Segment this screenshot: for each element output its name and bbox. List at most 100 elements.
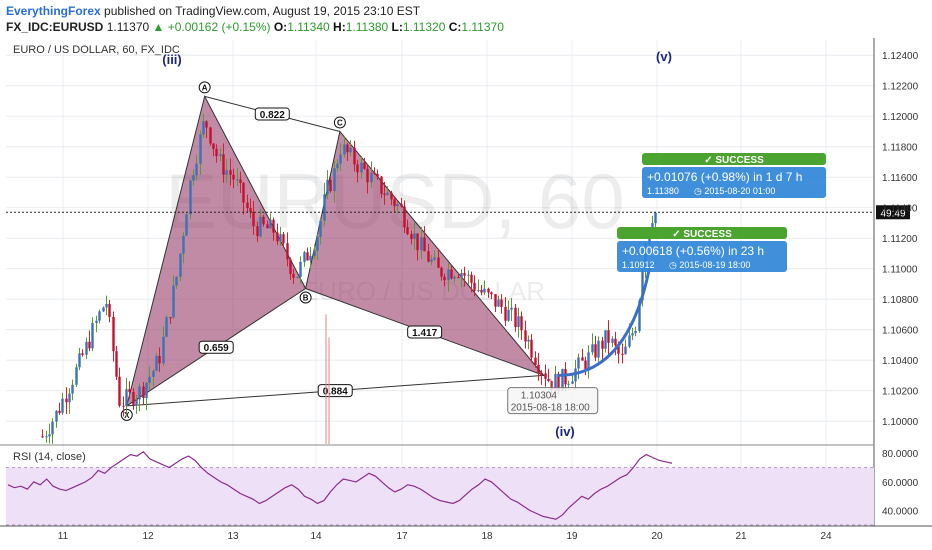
success-badge-text: ✓ SUCCESS — [704, 155, 764, 166]
candle-body — [617, 345, 620, 354]
candle-body — [182, 235, 185, 254]
candle-body — [457, 276, 460, 278]
candle-body — [614, 338, 617, 346]
candle-body — [654, 212, 657, 224]
candle-body — [165, 317, 168, 337]
trade-result-text: +0.01076 (+0.98%) in 1 d 7 h — [647, 170, 802, 184]
candle-body — [561, 368, 564, 391]
candle-body — [326, 179, 329, 195]
candle-body — [540, 373, 543, 375]
candle-body — [95, 320, 98, 323]
candle-body — [336, 163, 339, 169]
low-label: L: — [391, 20, 403, 34]
candle-body — [236, 179, 239, 181]
y-tick-label: 1.12200 — [882, 82, 919, 93]
candle-body — [303, 252, 306, 262]
candle-body — [406, 227, 409, 235]
candle-body — [547, 378, 550, 381]
chart-header: EverythingForex published on TradingView… — [0, 0, 932, 38]
candle-body — [266, 224, 269, 229]
y-tick-label: 1.11200 — [882, 234, 918, 245]
candle-body — [145, 382, 148, 399]
candle-body — [112, 316, 115, 352]
y-tick-label: 1.10200 — [882, 387, 919, 398]
candle-body — [420, 237, 423, 251]
y-tick-label: 1.10800 — [882, 295, 919, 306]
candle-body — [597, 340, 600, 358]
low-callout-date: 2015-08-18 18:00 — [511, 403, 590, 414]
candle-body — [500, 299, 503, 307]
candle-body — [494, 294, 497, 307]
candle-body — [497, 299, 500, 307]
publish-text: published on TradingView.com, August 19,… — [104, 4, 421, 18]
candle-body — [634, 331, 637, 334]
candle-body — [128, 389, 131, 393]
success-badge — [642, 153, 826, 165]
current-price-text: 49:49 — [880, 208, 905, 219]
publisher-name[interactable]: EverythingForex — [6, 4, 101, 18]
candle-body — [48, 434, 51, 437]
x-tick-label: 24 — [820, 531, 832, 542]
candle-body — [329, 179, 332, 192]
candle-body — [289, 259, 292, 274]
candle-body — [601, 340, 604, 349]
low-value: 1.11320 — [402, 20, 446, 34]
rsi-tick-label: 80.0000 — [882, 449, 919, 460]
candle-body — [98, 311, 101, 321]
candle-body — [316, 236, 319, 251]
high-label: H: — [333, 20, 346, 34]
candle-body — [581, 357, 584, 361]
pattern-ratio-box — [407, 325, 443, 339]
candle-body — [416, 233, 419, 251]
quote-line: FX_IDC:EURUSD 1.11370 ▲ +0.00162 (+0.15%… — [6, 20, 504, 34]
candle-body — [453, 276, 456, 279]
price-chart[interactable]: EURUSD, 60 EURO / US DOLLAR XABC0.8220.6… — [0, 38, 932, 550]
pattern-ratio-label: 0.884 — [323, 387, 348, 398]
chart-title: EURO / US DOLLAR, 60, FX_IDC — [13, 44, 180, 56]
open-label: O: — [273, 20, 288, 34]
candle-body — [380, 176, 383, 194]
candle-body — [51, 421, 54, 435]
pattern-point-marker — [198, 81, 211, 94]
pattern-ratio-label: 0.822 — [260, 110, 285, 121]
candle-body — [279, 234, 282, 242]
candle-body — [292, 273, 295, 278]
y-tick-label: 1.11000 — [882, 265, 918, 276]
candle-body — [604, 330, 607, 349]
rsi-label: RSI (14, close) — [13, 451, 86, 463]
pattern-ratio-label: 0.659 — [204, 343, 229, 354]
candle-body — [309, 255, 312, 261]
pattern-point-label: A — [202, 83, 208, 92]
candle-body — [584, 360, 587, 370]
candle-body — [282, 234, 285, 244]
x-tick-label: 20 — [651, 531, 663, 542]
x-tick-label: 18 — [481, 531, 493, 542]
candle-body — [219, 154, 222, 157]
candle-body — [55, 410, 58, 422]
candle-body — [346, 144, 349, 153]
close-label: C: — [448, 20, 462, 34]
trade-result-price: 1.10912 — [622, 260, 655, 270]
candle-body — [410, 234, 413, 240]
candle-body — [175, 276, 178, 286]
candle-body — [209, 127, 212, 144]
candle-body — [343, 144, 346, 155]
candle-body — [122, 405, 125, 407]
candle-body — [487, 288, 490, 293]
rsi-pane: 80.0000 60.0000 40.0000 RSI (14, close) — [6, 449, 919, 526]
publish-line: EverythingForex published on TradingView… — [6, 4, 420, 18]
candle-body — [517, 316, 520, 328]
candle-body — [41, 436, 44, 438]
candle-body — [105, 303, 108, 308]
candle-body — [91, 322, 94, 349]
x-tick-label: 17 — [396, 531, 408, 542]
candle-body — [370, 172, 373, 183]
y-tick-label: 1.10400 — [882, 356, 919, 367]
candle-body — [286, 243, 289, 260]
candle-body — [544, 373, 547, 379]
candle-body — [195, 163, 198, 176]
candle-body — [242, 182, 245, 203]
candle-body — [88, 341, 91, 349]
candle-body — [403, 206, 406, 228]
candle-body — [71, 384, 74, 394]
